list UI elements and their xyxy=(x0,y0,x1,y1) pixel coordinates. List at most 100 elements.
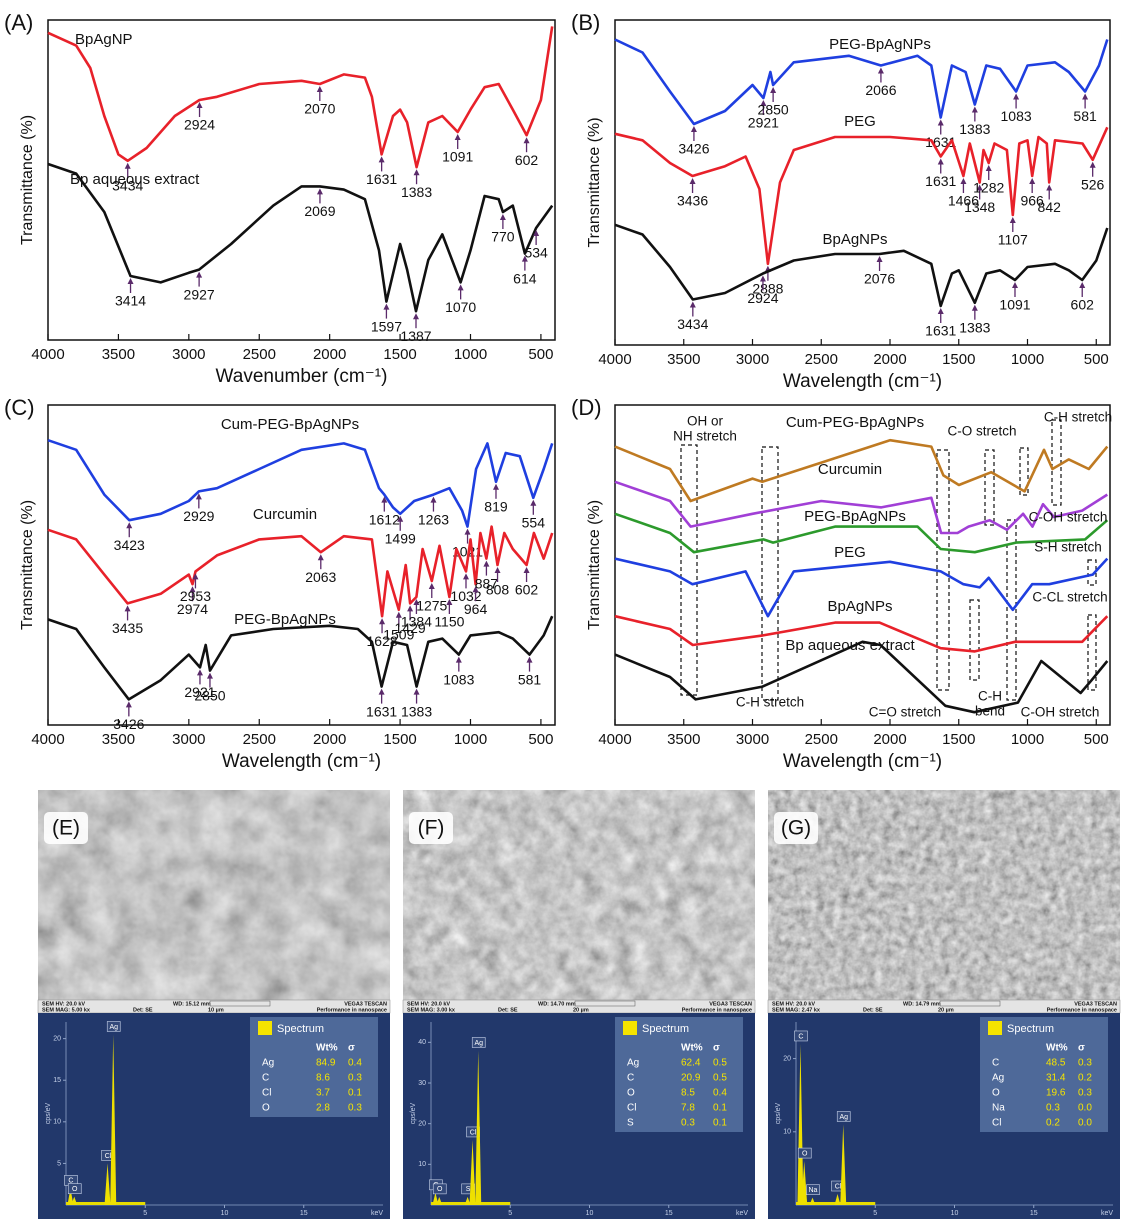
eds-peak xyxy=(104,1163,111,1205)
panel-label: (C) xyxy=(4,395,35,420)
peak-arrow-head xyxy=(317,554,324,561)
band-annotation: bend xyxy=(975,704,1005,719)
sem-info: SEM MAG: 5.00 kx xyxy=(42,1007,91,1013)
sem-info: Performance in nanospace xyxy=(1047,1007,1117,1013)
x-tick-label: 3000 xyxy=(736,351,769,368)
peak-arrow-head xyxy=(124,605,131,612)
x-tick-label: 4000 xyxy=(31,731,64,748)
spectrum-line xyxy=(614,480,1108,535)
eds-peak xyxy=(475,1050,482,1205)
peak-label: 2953 xyxy=(180,588,211,604)
spectrum-line xyxy=(614,557,1109,618)
peak-label: 2974 xyxy=(177,601,208,617)
peak-label: 2927 xyxy=(184,286,215,302)
peak-label: 842 xyxy=(1038,199,1062,215)
peak-arrow-head xyxy=(126,522,133,529)
table-cell: 0.4 xyxy=(713,1088,727,1099)
table-cell: Ag xyxy=(992,1073,1004,1084)
legend-swatch xyxy=(988,1021,1002,1035)
peak-arrow-head xyxy=(125,701,132,708)
peak-label: 602 xyxy=(515,582,539,598)
x-axis-title: Wavelength (cm⁻¹) xyxy=(783,371,942,392)
peak-arrow-head xyxy=(454,134,461,140)
y-axis-title: Transmittance (%) xyxy=(19,115,36,245)
x-tick-label: 15 xyxy=(300,1210,308,1217)
x-tick-label: 2500 xyxy=(805,731,838,748)
panel-label: (G) xyxy=(781,817,811,840)
peak-arrow-head xyxy=(464,528,471,535)
peak-label: 1597 xyxy=(371,318,402,334)
peak-arrow-head xyxy=(760,100,767,106)
scale-bar xyxy=(574,1000,636,1007)
peak-label: 964 xyxy=(464,601,488,617)
peak-arrow-head xyxy=(381,496,388,503)
peak-label-box xyxy=(67,1183,82,1194)
peak-label: 602 xyxy=(1071,297,1095,313)
peak-label: C xyxy=(68,1178,73,1185)
peak-arrow-head xyxy=(407,605,414,612)
peak-label: 1383 xyxy=(401,703,432,719)
peak-label: 1091 xyxy=(442,149,473,165)
peak-arrow-head xyxy=(526,656,533,663)
eds-peak xyxy=(436,1196,443,1205)
panel-label: (E) xyxy=(52,817,80,840)
peak-arrow-head xyxy=(457,284,464,291)
table-cell: S xyxy=(627,1118,634,1129)
table-header: Wt% xyxy=(681,1043,703,1054)
table-cell: 8.5 xyxy=(681,1088,695,1099)
peak-label: 3426 xyxy=(678,141,709,157)
peak-label: 1348 xyxy=(964,199,995,215)
band-annotation: C=O stretch xyxy=(869,705,941,720)
peak-arrow-head xyxy=(1013,93,1020,100)
x-tick-label: 2000 xyxy=(873,351,906,368)
peak-label: 614 xyxy=(513,270,537,286)
legend-label: Spectrum xyxy=(642,1023,689,1035)
x-tick-label: 5 xyxy=(508,1210,512,1217)
table-cell: O xyxy=(992,1088,1000,1099)
peak-label: 966 xyxy=(1020,193,1044,209)
band-annotation: C-CL stretch xyxy=(1032,590,1107,605)
peak-arrow-head xyxy=(428,583,435,589)
y-axis-title: Transmittance (%) xyxy=(586,117,603,247)
peak-arrow-head xyxy=(472,586,479,593)
spectrum-line xyxy=(614,614,1109,653)
peak-label: 1083 xyxy=(1001,108,1032,124)
peak-label: 1429 xyxy=(395,620,426,636)
peak-arrow-head xyxy=(937,119,944,126)
y-axis-title: Transmittance (%) xyxy=(586,500,603,630)
peak-arrow-head xyxy=(937,308,944,314)
peak-arrow-head xyxy=(521,255,528,262)
peak-arrow-head xyxy=(189,586,196,593)
y-tick-label: 10 xyxy=(53,1119,61,1126)
sem-info: WD: 14.70 mm xyxy=(538,1001,576,1007)
series-name: PEG xyxy=(844,113,876,130)
x-tick-label: 3500 xyxy=(102,346,135,363)
peak-arrow-head xyxy=(379,618,386,625)
series-name: Curcumin xyxy=(253,506,317,523)
x-tick-label: 10 xyxy=(951,1210,959,1217)
peak-label: 2929 xyxy=(183,508,214,524)
peak-label: 2924 xyxy=(747,290,778,306)
x-axis-title: keV xyxy=(371,1210,383,1217)
peak-arrow-head xyxy=(413,599,420,605)
table-cell: O xyxy=(262,1103,270,1114)
x-axis-title: Wavelength (cm⁻¹) xyxy=(783,751,942,772)
sem-info: Det: SE xyxy=(498,1007,518,1013)
band-box xyxy=(680,444,698,696)
series-name: PEG-BpAgNPs xyxy=(234,611,336,628)
series-name: PEG-BpAgNPs xyxy=(829,36,931,53)
x-tick-label: 1500 xyxy=(942,351,975,368)
sem-info: Det: SE xyxy=(863,1007,883,1013)
panel-label: (D) xyxy=(571,395,602,420)
peak-label: 1384 xyxy=(401,614,432,630)
legend-swatch xyxy=(623,1021,637,1035)
band-annotation: OH or xyxy=(687,414,724,429)
spectrum-line xyxy=(614,38,1109,126)
y-axis-title: cps/eV xyxy=(410,1102,417,1124)
peak-label: 526 xyxy=(1081,176,1105,192)
table-cell: 0.2 xyxy=(1046,1118,1060,1129)
peak-label: 1612 xyxy=(369,511,400,527)
spectrum-line xyxy=(47,525,554,618)
panel-label-bg xyxy=(409,812,453,844)
table-cell: 0.3 xyxy=(348,1103,362,1114)
